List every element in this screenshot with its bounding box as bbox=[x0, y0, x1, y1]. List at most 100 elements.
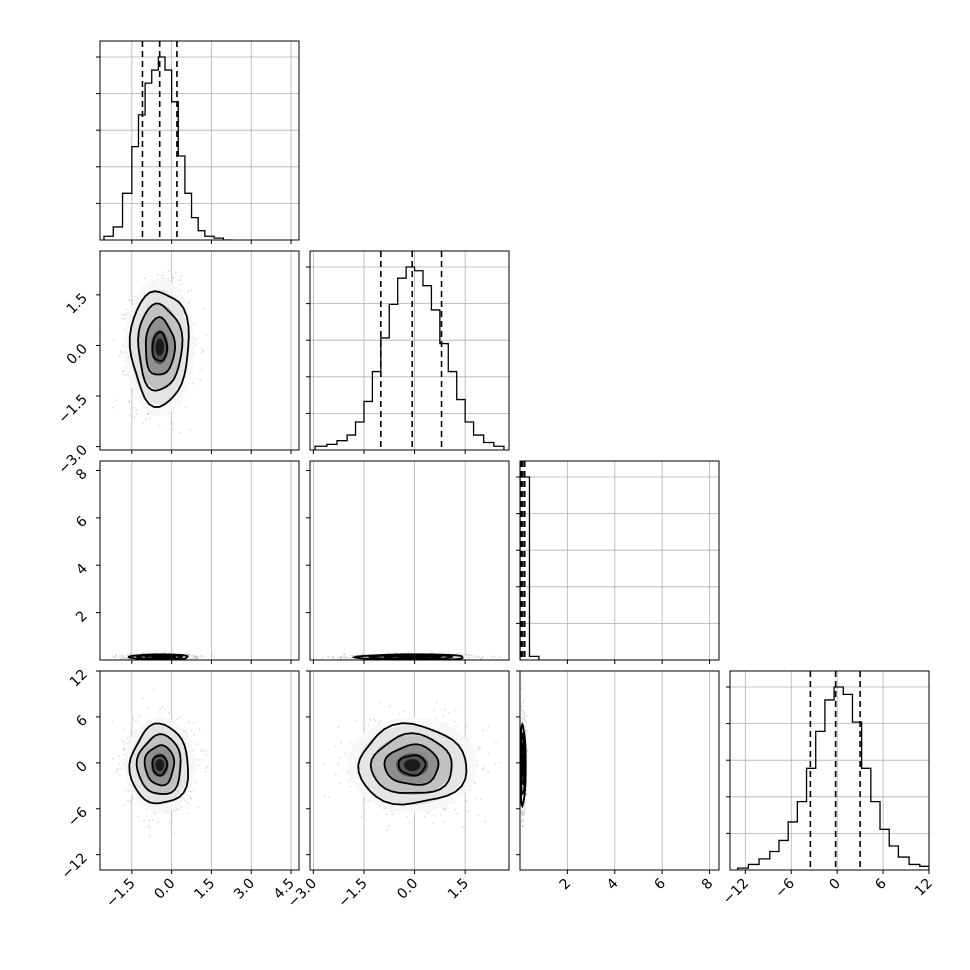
sample-point bbox=[119, 350, 122, 352]
sample-point bbox=[125, 308, 128, 311]
sample-point bbox=[186, 653, 189, 655]
sample-point bbox=[196, 657, 199, 660]
sample-point bbox=[122, 317, 125, 319]
sample-point bbox=[345, 655, 348, 658]
sample-point bbox=[200, 348, 203, 351]
sample-point bbox=[178, 279, 181, 282]
sample-point bbox=[447, 652, 450, 655]
sample-point bbox=[129, 388, 132, 391]
hist-frame-3 bbox=[729, 670, 930, 871]
sample-point bbox=[125, 373, 128, 376]
sample-point bbox=[187, 302, 190, 304]
sample-point bbox=[387, 652, 390, 654]
hist-step-1 bbox=[314, 266, 505, 450]
sample-point bbox=[172, 276, 175, 278]
sample-point bbox=[321, 657, 323, 660]
panel-frame-1 bbox=[99, 460, 300, 661]
sample-point bbox=[332, 655, 335, 658]
sample-point bbox=[146, 413, 149, 415]
sample-point bbox=[127, 654, 129, 656]
sample-point bbox=[185, 652, 188, 654]
sample-point bbox=[178, 652, 180, 654]
sample-point bbox=[174, 272, 177, 274]
sample-point bbox=[211, 653, 214, 655]
sample-point bbox=[193, 322, 195, 325]
density-shade-0-5 bbox=[155, 338, 165, 356]
sample-point bbox=[124, 366, 127, 369]
sample-point bbox=[454, 661, 456, 663]
sample-point bbox=[340, 655, 342, 658]
sample-point bbox=[332, 656, 335, 659]
sample-point bbox=[123, 374, 125, 376]
sample-point bbox=[130, 653, 133, 655]
sample-point bbox=[115, 654, 118, 657]
sample-point bbox=[187, 653, 190, 656]
sample-point bbox=[122, 656, 124, 659]
scatter-panel-2-1 bbox=[306, 460, 510, 664]
sample-point bbox=[196, 656, 199, 659]
sample-point bbox=[491, 655, 493, 658]
sample-point bbox=[203, 656, 205, 658]
sample-point bbox=[327, 656, 329, 658]
contour-0-0 bbox=[151, 331, 169, 362]
sample-point bbox=[202, 350, 205, 353]
sample-point bbox=[344, 656, 347, 659]
panel-content-2-0 bbox=[112, 461, 292, 663]
sample-point bbox=[123, 351, 125, 354]
sample-point bbox=[336, 657, 339, 660]
panel-content-2-1 bbox=[312, 461, 502, 663]
hist-frame-1 bbox=[309, 250, 510, 451]
sample-point bbox=[339, 656, 342, 658]
sample-point bbox=[439, 661, 441, 663]
scatter-panel-2-0 bbox=[96, 460, 300, 664]
sample-point bbox=[167, 270, 170, 273]
sample-point bbox=[194, 655, 197, 658]
sample-point bbox=[199, 655, 202, 658]
sample-point bbox=[132, 299, 135, 302]
sample-point bbox=[122, 654, 124, 657]
sample-point bbox=[122, 656, 125, 658]
panel-content-1-0 bbox=[100, 248, 292, 459]
sample-point bbox=[141, 422, 144, 424]
sample-point bbox=[129, 414, 131, 417]
sample-point bbox=[469, 654, 471, 656]
sample-point bbox=[128, 300, 131, 302]
sample-point bbox=[195, 657, 198, 660]
sample-point bbox=[157, 273, 159, 276]
sample-point bbox=[118, 354, 121, 357]
sample-point bbox=[196, 655, 199, 658]
contour-0-2 bbox=[137, 302, 184, 392]
sample-point bbox=[187, 290, 189, 293]
sample-point bbox=[160, 660, 162, 662]
sample-point bbox=[162, 661, 164, 663]
sample-point bbox=[195, 658, 198, 660]
sample-point bbox=[179, 289, 182, 291]
sample-point bbox=[341, 657, 343, 659]
sample-point bbox=[151, 457, 153, 459]
sample-point bbox=[180, 283, 182, 286]
panel-frame-0 bbox=[99, 250, 300, 451]
sample-point bbox=[119, 657, 122, 660]
sample-point bbox=[183, 248, 185, 250]
sample-point bbox=[482, 655, 484, 658]
sample-point bbox=[499, 655, 502, 658]
sample-point bbox=[430, 661, 432, 663]
sample-point bbox=[402, 661, 404, 663]
sample-point bbox=[189, 653, 191, 656]
sample-point bbox=[115, 656, 117, 659]
hist-step-0 bbox=[103, 56, 233, 240]
sample-point bbox=[188, 300, 191, 303]
sample-point bbox=[172, 421, 175, 424]
sample-point bbox=[427, 660, 429, 662]
sample-point bbox=[481, 657, 484, 659]
sample-point bbox=[194, 343, 197, 346]
sample-point bbox=[195, 338, 198, 341]
sample-point bbox=[120, 352, 123, 355]
sample-point bbox=[201, 351, 204, 354]
sample-point bbox=[121, 313, 124, 316]
sample-point bbox=[161, 274, 164, 276]
sample-point bbox=[194, 657, 197, 660]
sample-point bbox=[122, 345, 124, 347]
sample-point bbox=[147, 412, 149, 415]
sample-point bbox=[112, 655, 114, 658]
